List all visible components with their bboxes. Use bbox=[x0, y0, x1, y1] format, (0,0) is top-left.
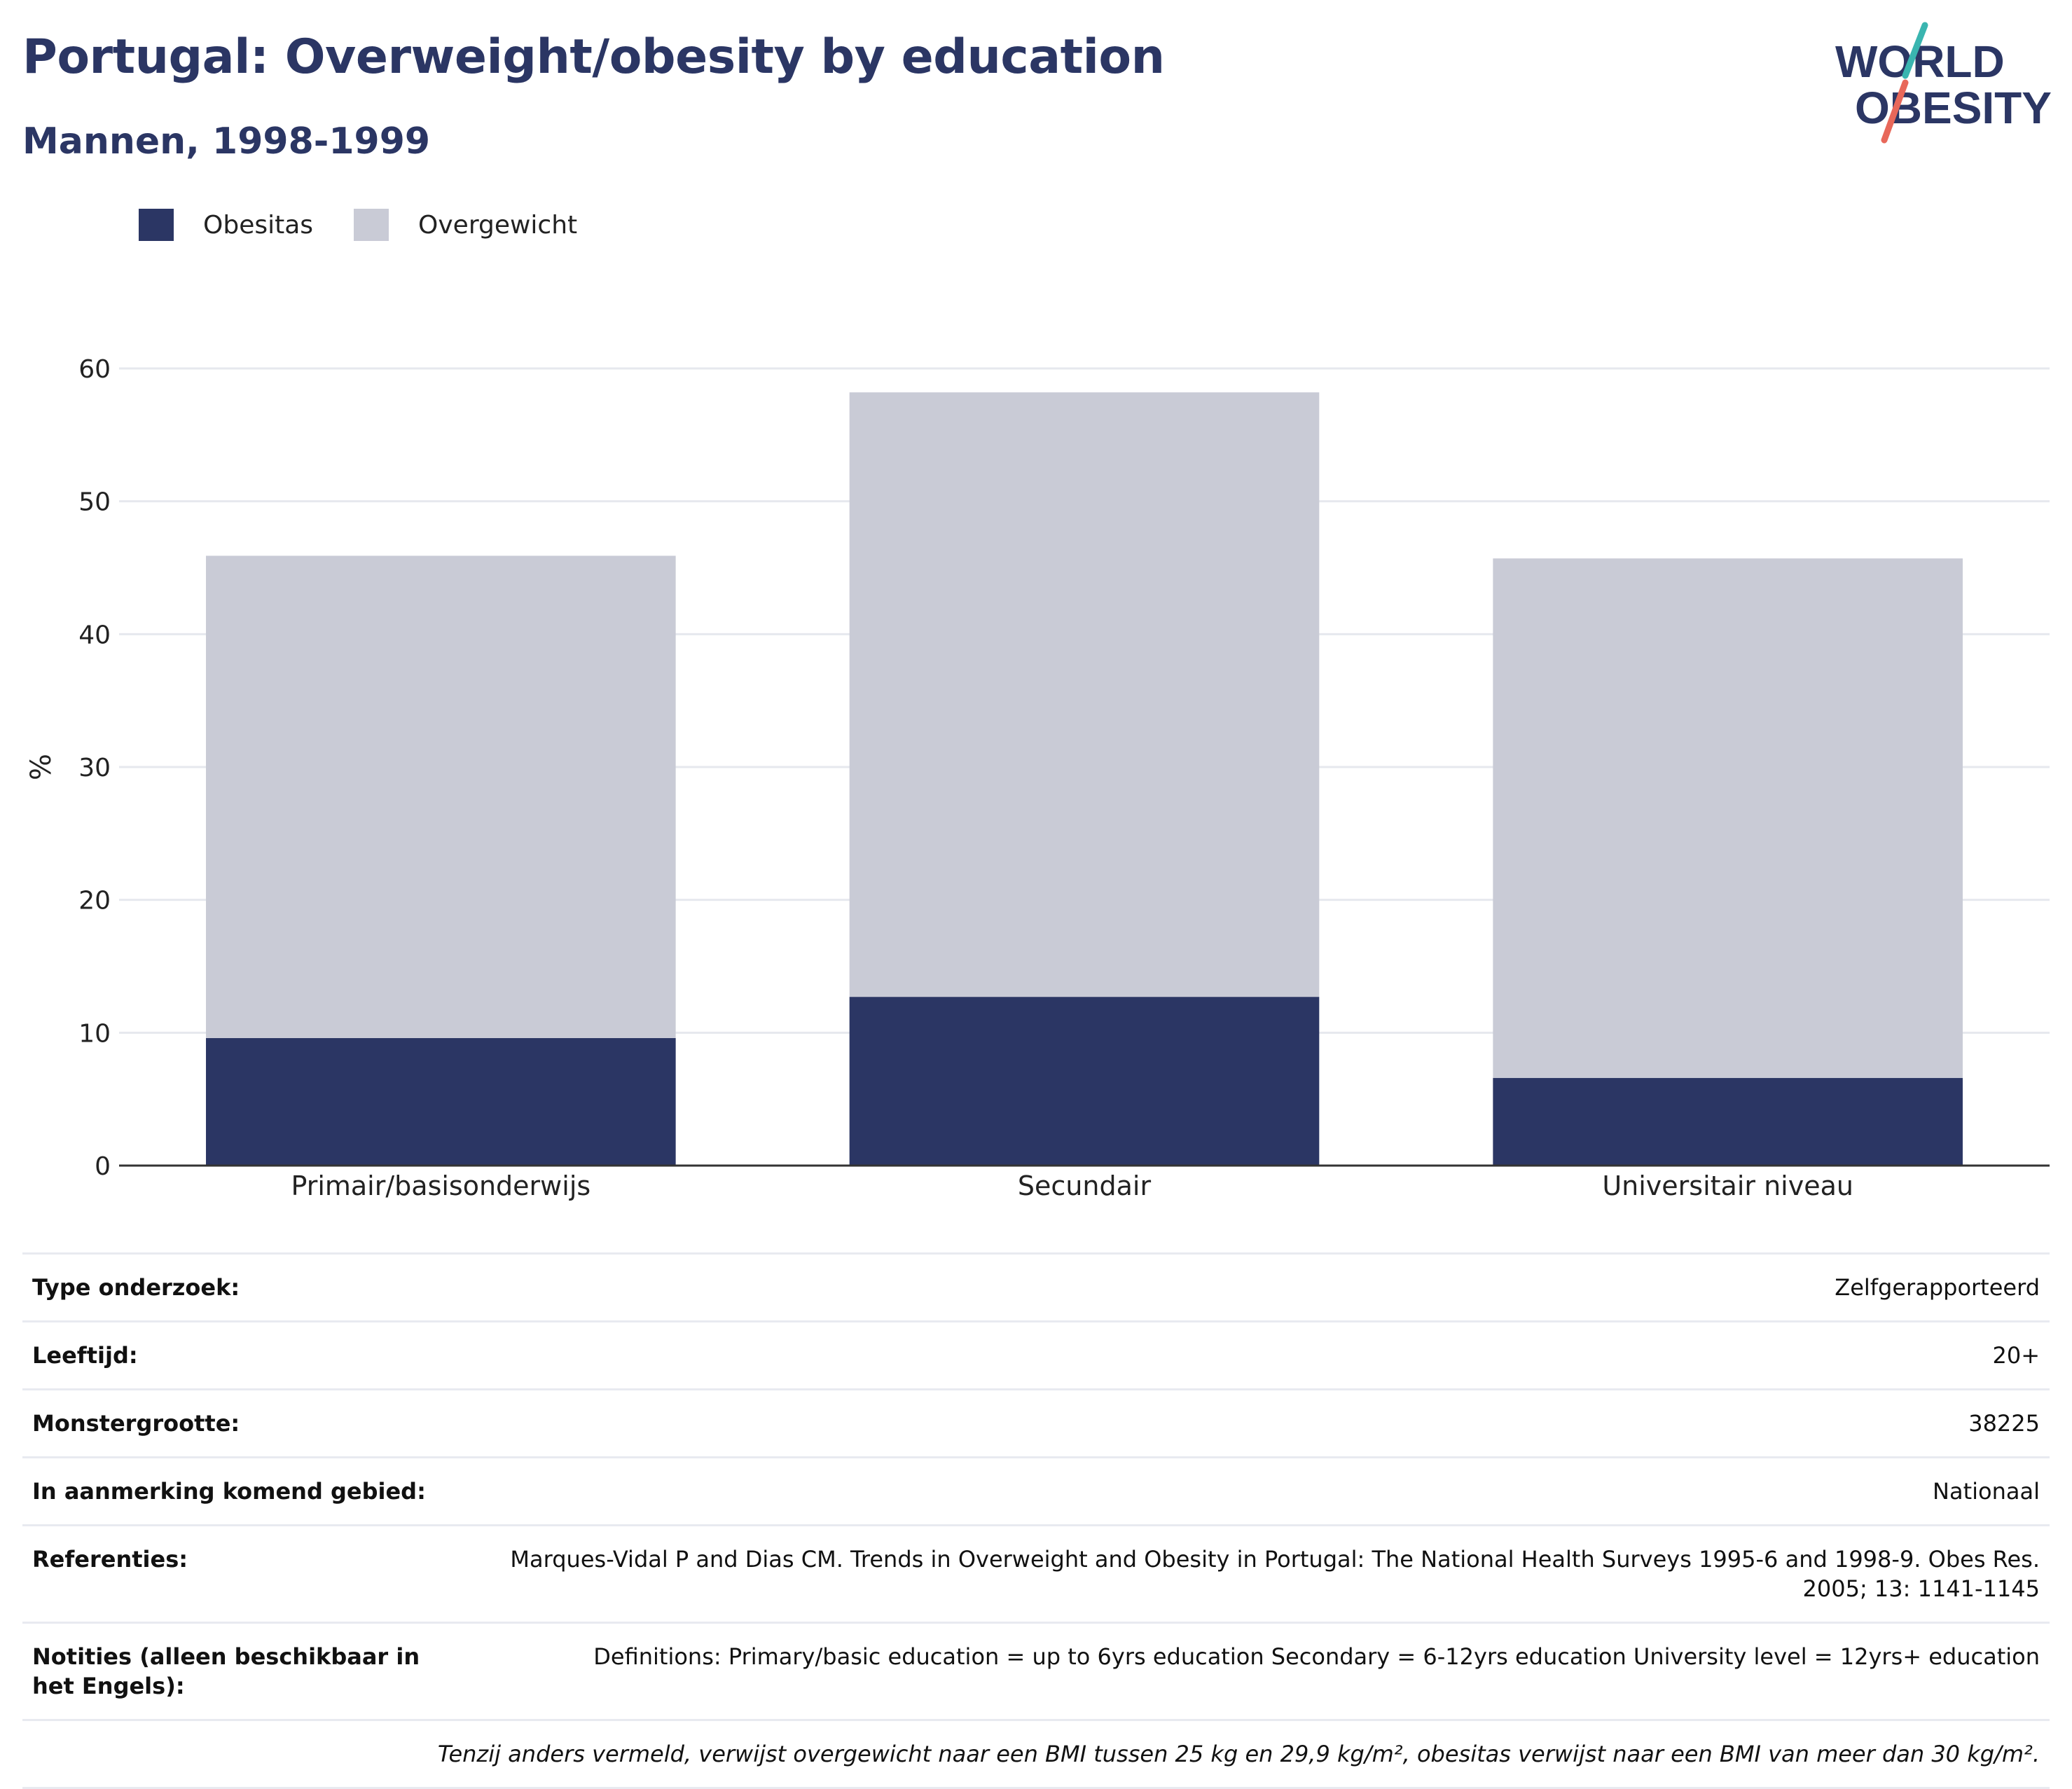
y-tick-label: 10 bbox=[78, 1019, 111, 1048]
legend-label-overgewicht: Overgewicht bbox=[418, 210, 578, 240]
info-row-key: Notities (alleen beschikbaar in het Enge… bbox=[32, 1643, 420, 1699]
bar-overgewicht-2 bbox=[849, 392, 1320, 997]
info-row-value: Marques-Vidal P and Dias CM. Trends in O… bbox=[510, 1546, 2040, 1602]
bar-overgewicht-1 bbox=[206, 555, 676, 1038]
info-row-key: Type onderzoek: bbox=[32, 1274, 240, 1301]
y-tick-label: 50 bbox=[78, 488, 111, 517]
logo-slash-red bbox=[1881, 79, 1909, 144]
logo-slash-teal bbox=[1902, 22, 1928, 79]
info-row-value: Zelfgerapporteerd bbox=[1835, 1274, 2040, 1301]
legend-swatch-overgewicht bbox=[354, 209, 389, 241]
info-row-key: Leeftijd: bbox=[32, 1342, 138, 1369]
y-tick-label: 30 bbox=[78, 754, 111, 782]
footnote: Tenzij anders vermeld, verwijst overgewi… bbox=[22, 1719, 2050, 1789]
world-obesity-logo: WORLD OBESITY bbox=[1835, 22, 2052, 144]
info-row: Monstergrootte: 38225 bbox=[22, 1388, 2050, 1456]
info-row-value: Definitions: Primary/basic education = u… bbox=[593, 1643, 2040, 1670]
info-row-key: Monstergrootte: bbox=[32, 1410, 240, 1437]
legend-swatch-obesitas bbox=[139, 209, 174, 241]
info-row-value: 38225 bbox=[1968, 1410, 2040, 1437]
x-tick-label: Universitair niveau bbox=[1602, 1170, 1853, 1201]
legend-item-overgewicht[interactable]: Overgewicht bbox=[354, 209, 577, 241]
y-tick-label: 40 bbox=[78, 621, 111, 649]
y-axis-label: % bbox=[25, 754, 57, 780]
info-table: Type onderzoek: Zelfgerapporteerd Leeftijd… bbox=[22, 1252, 2050, 1789]
chart-title: Portugal: Overweight/obesity by educatio… bbox=[22, 29, 1165, 85]
y-tick-label: 60 bbox=[78, 355, 111, 384]
chart-subtitle: Mannen, 1998-1999 bbox=[22, 120, 431, 163]
info-row-key: Referenties: bbox=[32, 1546, 188, 1573]
info-row: Referenties: Marques-Vidal P and Dias CM.… bbox=[22, 1524, 2050, 1622]
logo-word-obesity: OBESITY bbox=[1855, 83, 2052, 133]
info-row-key: In aanmerking komend gebied: bbox=[32, 1478, 426, 1505]
legend-label-obesitas: Obesitas bbox=[203, 210, 314, 240]
y-tick-label: 20 bbox=[78, 887, 111, 916]
x-tick-label: Primair/basisonderwijs bbox=[291, 1170, 590, 1201]
legend-item-obesitas[interactable]: Obesitas bbox=[139, 209, 313, 241]
bar-obesitas-2 bbox=[849, 997, 1320, 1166]
bar-obesitas-3 bbox=[1493, 1077, 1963, 1166]
info-row-value: 20+ bbox=[1992, 1342, 2040, 1369]
info-row: Notities (alleen beschikbaar in het Enge… bbox=[22, 1622, 2050, 1719]
y-tick-label: 0 bbox=[95, 1152, 111, 1181]
stacked-bar-chart: 0 10 20 30 40 50 60% Primair/basisonderwijs Secu… bbox=[25, 355, 2050, 1201]
info-row: In aanmerking komend gebied: Nationaal bbox=[22, 1456, 2050, 1524]
info-row: Leeftijd: 20+ bbox=[22, 1320, 2050, 1388]
legend: Obesitas Overgewicht bbox=[139, 209, 618, 241]
bar-overgewicht-3 bbox=[1493, 558, 1963, 1078]
bar-obesitas-1 bbox=[206, 1037, 676, 1166]
info-row: Type onderzoek: Zelfgerapporteerd bbox=[22, 1252, 2050, 1320]
info-row-value: Nationaal bbox=[1933, 1478, 2040, 1505]
x-tick-label: Secundair bbox=[1018, 1170, 1152, 1201]
